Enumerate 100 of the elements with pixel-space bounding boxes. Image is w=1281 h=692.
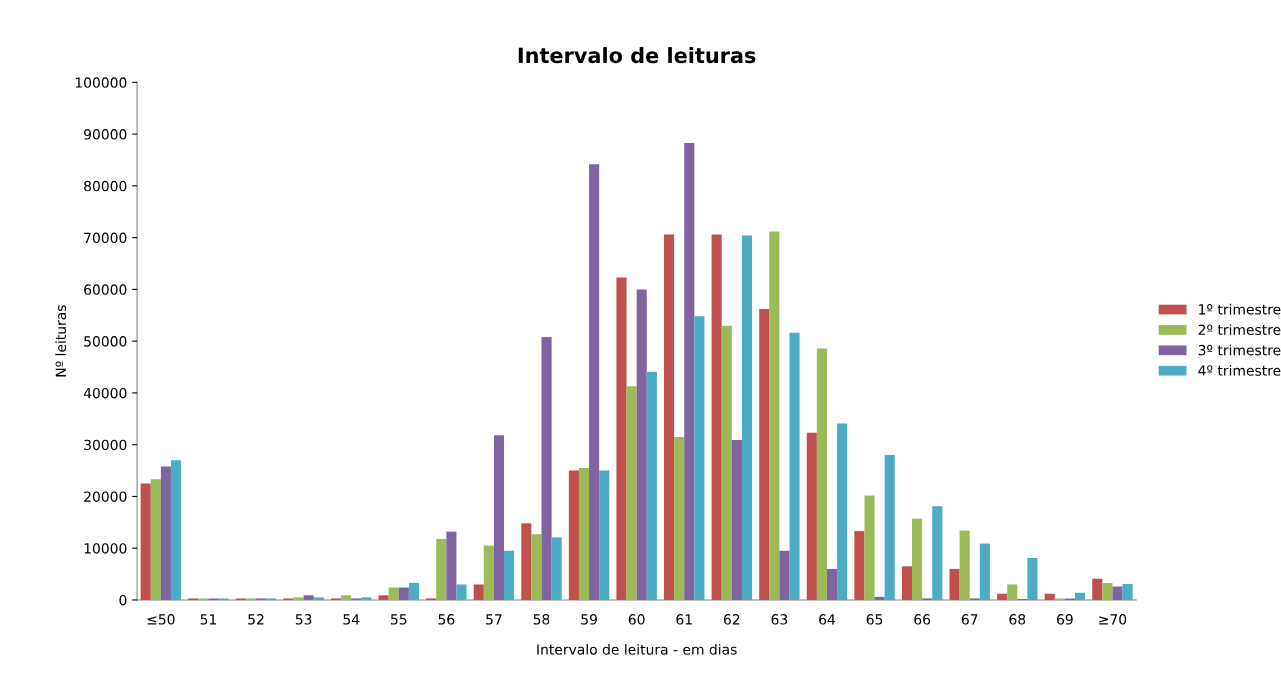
bar [568, 470, 579, 600]
bar [759, 309, 770, 600]
x-tick-label: 57 [486, 614, 502, 625]
x-tick-label: 55 [390, 614, 407, 625]
bar [694, 316, 705, 600]
bar [1092, 578, 1103, 600]
bar [303, 595, 314, 600]
y-tick-label: 40000 [83, 387, 127, 399]
bar [589, 164, 600, 600]
legend-label: 3º trimestre [1198, 344, 1281, 356]
bar [664, 234, 675, 600]
bar [636, 289, 647, 600]
bar [741, 235, 753, 600]
x-tick-label: 54 [343, 614, 360, 625]
y-tick-label: 10000 [84, 543, 127, 554]
y-tick-label: 20000 [84, 491, 127, 502]
x-tick-label: 60 [628, 614, 645, 625]
bar [150, 479, 161, 600]
bar [313, 597, 324, 600]
bar [446, 531, 457, 600]
bar [646, 371, 657, 600]
x-tick-label: 67 [961, 614, 978, 625]
y-tick-label: 0 [119, 594, 127, 606]
y-tick-label: 100000 [75, 77, 127, 88]
bar [684, 142, 695, 600]
x-tick-label: ≤50 [147, 614, 175, 625]
chart-title: Intervalo de leituras [518, 47, 756, 64]
bar [779, 550, 790, 600]
bar [408, 582, 419, 600]
bar [398, 587, 409, 600]
bar [473, 584, 484, 600]
bar [140, 483, 151, 600]
bar [674, 436, 685, 600]
y-tick-label: 70000 [84, 232, 127, 244]
bar [1044, 593, 1055, 600]
x-tick-label: 53 [295, 614, 312, 625]
bar [436, 538, 447, 600]
bar [1007, 584, 1018, 600]
bar [504, 550, 515, 600]
bar [293, 597, 304, 600]
bar [1112, 586, 1123, 600]
bar [884, 455, 895, 600]
bar [1122, 583, 1133, 600]
bar [854, 531, 865, 600]
x-tick-label: 69 [1057, 614, 1073, 625]
x-tick-label: 52 [248, 614, 264, 625]
bar [493, 435, 505, 600]
bar [979, 543, 990, 600]
legend-label: 4º trimestre [1198, 365, 1281, 376]
y-tick-label: 90000 [84, 129, 127, 140]
bar [483, 545, 494, 600]
bar [959, 530, 970, 600]
x-tick-label: 58 [533, 614, 550, 625]
bar [932, 506, 943, 600]
bar [541, 337, 552, 600]
legend-label: 2º trimestre [1198, 324, 1281, 335]
bar [626, 386, 637, 600]
bar [826, 568, 838, 600]
bar [874, 596, 885, 600]
x-tick-label: 61 [676, 614, 692, 625]
bar [816, 348, 827, 600]
x-tick-label: 68 [1009, 614, 1026, 625]
bar [170, 460, 182, 600]
y-tick-label: 60000 [84, 284, 127, 295]
bar [789, 332, 800, 600]
bar [731, 440, 742, 600]
bar [1027, 558, 1038, 600]
x-tick-label: 64 [819, 614, 836, 625]
bar [711, 234, 722, 600]
bar [531, 534, 542, 600]
bar [578, 467, 590, 600]
bar [949, 568, 960, 600]
bar [769, 231, 780, 600]
bar [912, 518, 923, 600]
bar [901, 566, 913, 600]
bar [1102, 582, 1113, 600]
bar [378, 595, 389, 600]
y-tick-label: 30000 [84, 439, 127, 451]
bar [361, 597, 372, 600]
bar [616, 277, 627, 600]
x-tick-label: 59 [581, 614, 597, 625]
bar [388, 587, 399, 600]
bar [864, 495, 875, 600]
x-tick-label: 65 [866, 614, 883, 625]
bar [599, 470, 610, 600]
bar [551, 537, 562, 600]
x-tick-label: 51 [200, 614, 216, 625]
y-axis-title: Nº leituras [55, 305, 67, 377]
bar [521, 523, 532, 600]
y-tick-label: 80000 [84, 180, 127, 192]
x-tick-label: ≥70 [1099, 614, 1127, 625]
bar [160, 466, 171, 600]
legend-label: 1º trimestre [1199, 303, 1281, 315]
x-tick-label: 63 [771, 614, 788, 625]
x-tick-label: 56 [438, 614, 455, 625]
x-tick-label: 62 [723, 614, 740, 625]
bar [1074, 592, 1086, 600]
bar [341, 595, 352, 600]
bar [721, 325, 732, 600]
bar [456, 584, 467, 600]
